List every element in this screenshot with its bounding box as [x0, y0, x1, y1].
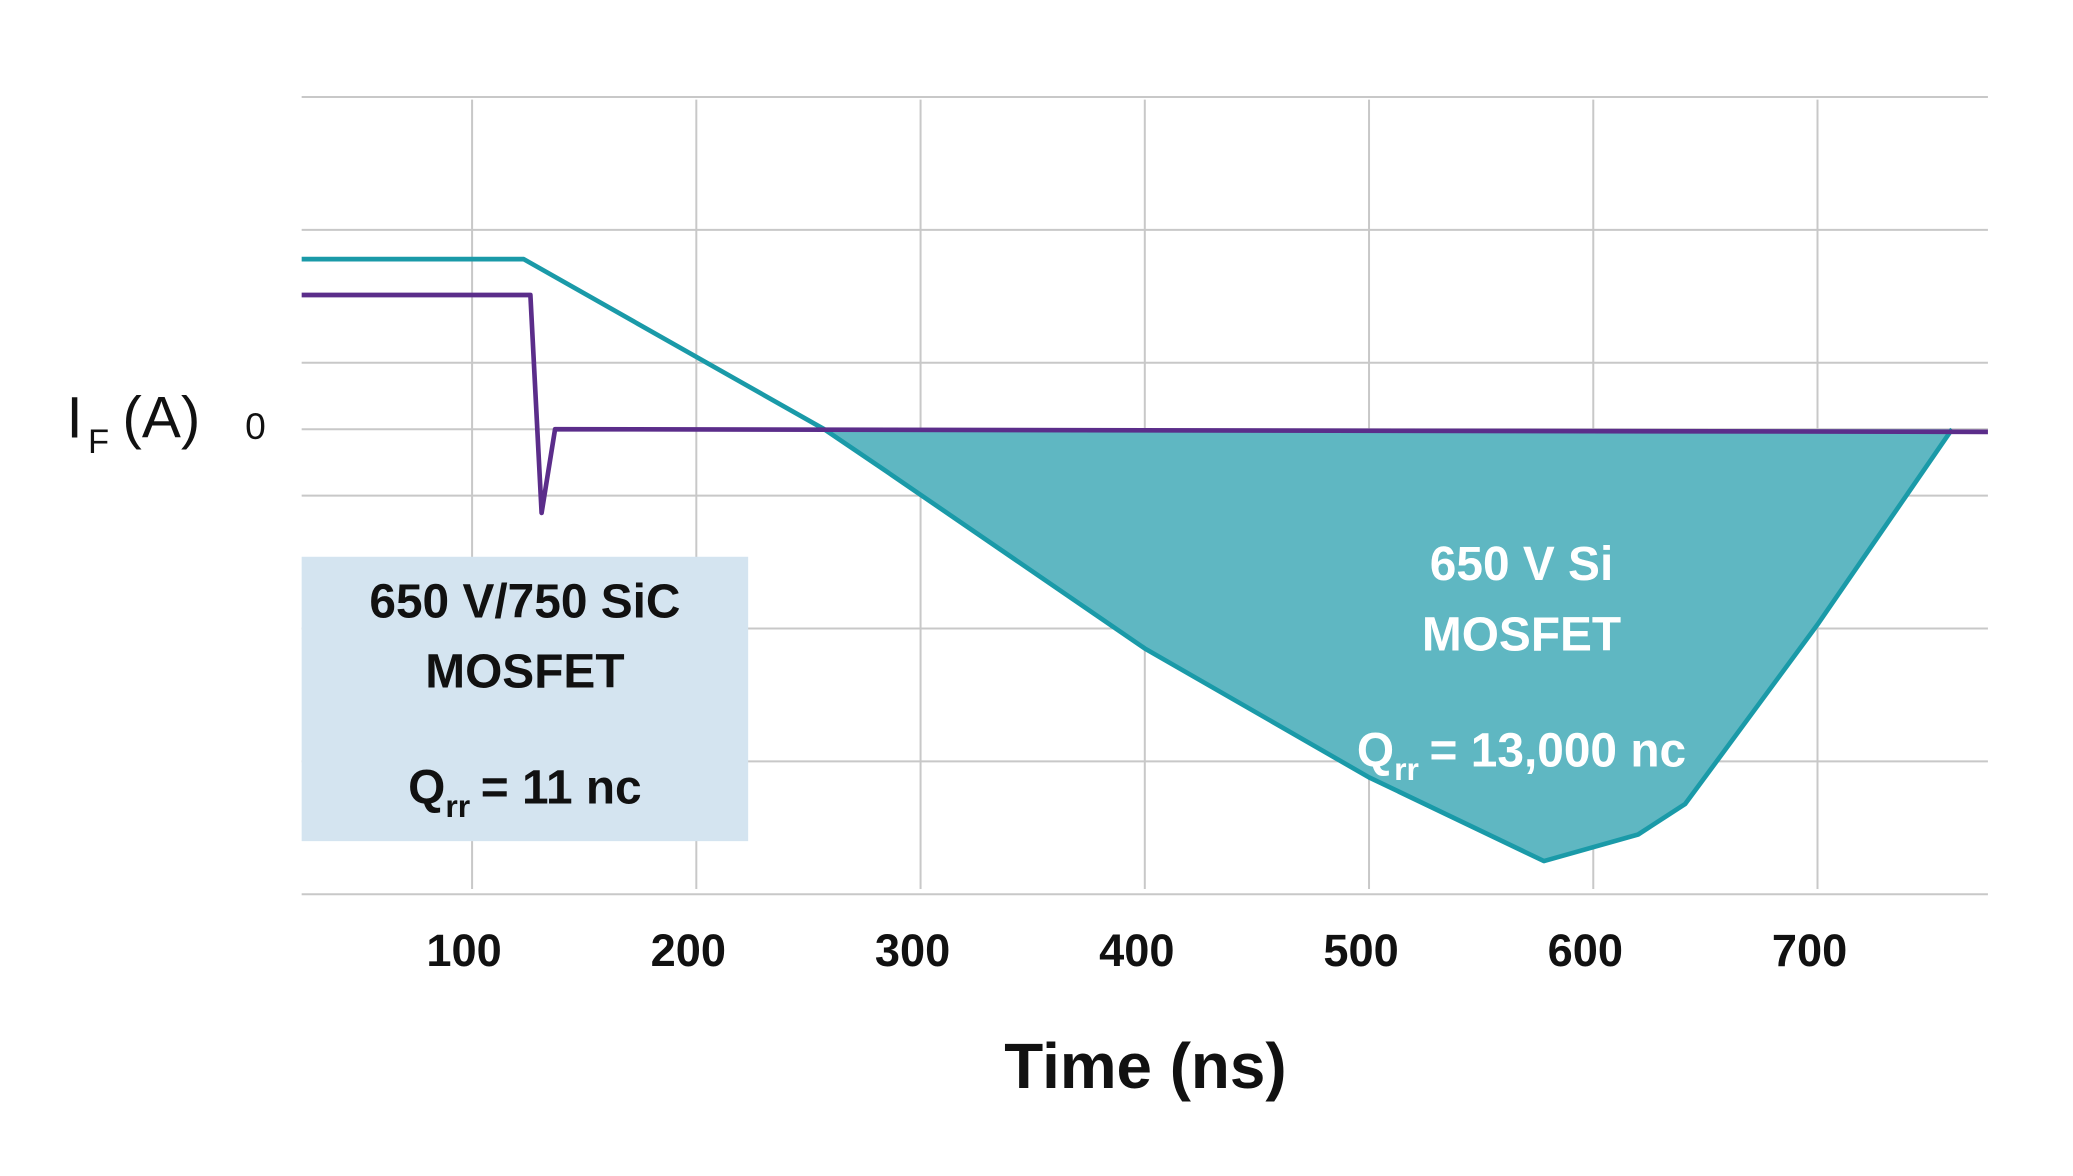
annotation-text: 650 V/750 SiC	[369, 575, 680, 628]
line	[301, 292, 1988, 516]
x-tick-label: 300	[875, 925, 950, 976]
x-axis-label: Time (ns)	[1004, 1030, 1286, 1102]
x-tick-label: 500	[1323, 925, 1398, 976]
qrr-sub: rr	[445, 789, 470, 825]
annotation-text: MOSFET	[425, 646, 624, 699]
qrr-text: = 13,000 nc	[1430, 724, 1687, 777]
qrr-symbol: Q	[408, 761, 445, 814]
y-label-sub: F	[88, 423, 109, 461]
y-axis-label: I F (A)	[66, 386, 200, 461]
qrr-sub: rr	[1394, 751, 1419, 787]
annotation-box	[301, 556, 749, 842]
annotation-text: 650 V Si	[1430, 538, 1613, 591]
y-tick-label: 0	[245, 405, 266, 447]
x-tick-label: 400	[1099, 925, 1174, 976]
labels: 0 100 200 300 400 500 600 700 650 V/750 SiC MOSFE…	[245, 405, 1847, 976]
x-tick-label: 200	[651, 925, 726, 976]
x-tick-label: 700	[1772, 925, 1847, 976]
annotation-text: MOSFET	[1422, 608, 1621, 661]
qrr-symbol: Q	[1357, 724, 1394, 777]
x-tick-label: 600	[1548, 925, 1623, 976]
annotation-qrr: Qrr = 11 nc	[408, 761, 642, 824]
qrr-text: = 11 nc	[481, 761, 642, 814]
line	[301, 256, 1954, 864]
y-label-main: I	[66, 386, 82, 451]
area	[824, 429, 1953, 862]
y-label-unit: (A)	[122, 386, 200, 451]
x-tick-label: 100	[426, 925, 501, 976]
annotation-qrr: Qrr = 13,000 nc	[1357, 724, 1686, 787]
plot	[301, 256, 1988, 864]
